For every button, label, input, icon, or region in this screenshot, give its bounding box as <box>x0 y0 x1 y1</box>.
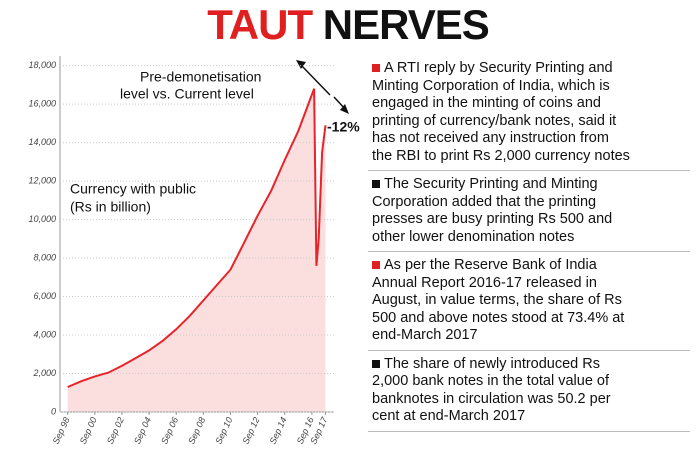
bullet-line: As per the Reserve Bank of India <box>372 257 690 275</box>
bullet-text: August, in value terms, the share of Rs <box>372 292 622 308</box>
y-tick-label: 4,000 <box>33 329 56 339</box>
bullet-line: The share of newly introduced Rs <box>372 356 690 374</box>
bullet-line: banknotes in circulation was 50.2 per <box>372 391 690 409</box>
bullet-text: presses are busy printing Rs 500 and <box>372 211 613 227</box>
bullet: The Security Printing and Minting Corpora… <box>368 174 690 252</box>
y-tick-label: 0 <box>51 406 56 416</box>
annotation: (Rs in billion) <box>70 199 151 215</box>
x-tick-label: Sep 12 <box>240 416 261 446</box>
bullet-list: A RTI reply by Security Printing and Mint… <box>368 58 690 435</box>
y-tick-label: 14,000 <box>28 137 56 147</box>
bullet-line: Minting Corporation of India, which is <box>372 78 690 96</box>
y-tick-label: 10,000 <box>28 214 56 224</box>
bullet-line: engaged in the minting of coins and <box>372 95 690 113</box>
bullet-line: Annual Report 2016-17 released in <box>372 275 690 293</box>
bullet-line: 2,000 bank notes in the total value of <box>372 373 690 391</box>
bullet-line: other lower denomination notes <box>372 229 690 247</box>
annotation: Pre-demonetisation <box>140 69 261 85</box>
title-word: NERVES <box>322 1 490 48</box>
bullet: A RTI reply by Security Printing and Mint… <box>368 58 690 171</box>
bullet-text: banknotes in circulation was 50.2 per <box>372 390 611 407</box>
x-tick-label: Sep 10 <box>213 416 234 446</box>
bullet: As per the Reserve Bank of India Annual R… <box>368 255 690 351</box>
y-tick-label: 16,000 <box>28 98 56 108</box>
bullet-text: Corporation added that the printing <box>372 193 597 210</box>
bullet-line: printing of currency/bank notes, said it <box>372 113 690 131</box>
bullet-line: Corporation added that the printing <box>372 194 690 212</box>
bullet-text: cent at end-March 2017 <box>372 408 526 424</box>
bullet-text: has not received any instruction from <box>372 130 609 146</box>
bullet-line: the RBI to print Rs 2,000 currency notes <box>372 148 690 166</box>
title-word: TAUT <box>207 1 313 48</box>
x-tick-label: Sep 06 <box>159 416 180 446</box>
bullet-text: the RBI to print Rs 2,000 currency notes <box>372 147 630 164</box>
annotation: Currency with public <box>70 181 196 197</box>
bullet-marker <box>372 180 380 188</box>
bullet-line: end-March 2017 <box>372 327 690 345</box>
bullet-line: August, in value terms, the share of Rs <box>372 292 690 310</box>
bullet-line: The Security Printing and Minting <box>372 176 690 194</box>
x-tick-label: Sep 08 <box>186 416 207 446</box>
bullet-line: has not received any instruction from <box>372 130 690 148</box>
bullet-text: 500 and above notes stood at 73.4% at <box>372 309 625 326</box>
bullet-text: end-March 2017 <box>372 327 478 343</box>
annotation: -12% <box>327 119 360 135</box>
arrow <box>299 63 331 96</box>
y-tick-label: 2,000 <box>32 368 56 378</box>
area <box>67 88 326 412</box>
y-tick-label: 12,000 <box>28 175 56 185</box>
bullet-text: printing of currency/bank notes, said it <box>372 112 617 129</box>
bullet-text: other lower denomination notes <box>372 228 575 245</box>
bullet-text: Minting Corporation of India, which is <box>372 77 610 94</box>
bullet-text: The Security Printing and Minting <box>384 176 598 192</box>
y-tick-label: 18,000 <box>28 60 56 70</box>
bullet-text: A RTI reply by Security Printing and <box>384 60 613 76</box>
bullet: The share of newly introduced Rs 2,000 ba… <box>368 354 690 432</box>
x-tick-label: Sep 14 <box>268 416 289 446</box>
bullet-text: As per the Reserve Bank of India <box>384 257 597 273</box>
title: TAUT NERVES <box>0 0 696 50</box>
x-tick-label: Sep 00 <box>78 416 99 446</box>
arrow-head <box>296 60 349 114</box>
annotation: level vs. Current level <box>120 86 254 102</box>
line <box>67 88 327 388</box>
bullet-text: 2,000 bank notes in the total value of <box>372 373 610 389</box>
bullet-marker <box>372 359 380 368</box>
y-tick-label: 6,000 <box>33 291 56 301</box>
bullet-marker <box>372 64 380 72</box>
bullet-text: engaged in the minting of coins and <box>372 95 601 111</box>
bullet-line: cent at end-March 2017 <box>372 408 690 426</box>
bullet-line: presses are busy printing Rs 500 and <box>372 211 690 229</box>
bullet-text: Annual Report 2016-17 released in <box>372 274 597 291</box>
bullet-line: A RTI reply by Security Printing and <box>372 60 690 78</box>
x-tick-label: Sep 98 <box>51 416 72 446</box>
x-tick-label: Sep 04 <box>132 416 153 446</box>
x-tick-label: Sep 02 <box>105 416 126 446</box>
bullet-marker <box>372 261 380 269</box>
bullet-line: 500 and above notes stood at 73.4% at <box>372 310 690 328</box>
bullet-text: The share of newly introduced Rs <box>384 355 600 372</box>
chart: Pre-demonetisation level vs. Current lev… <box>28 56 360 446</box>
y-tick-label: 8,000 <box>33 252 56 262</box>
